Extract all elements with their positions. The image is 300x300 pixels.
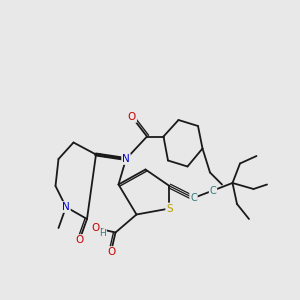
Text: O: O [75, 235, 84, 245]
Text: S: S [166, 203, 173, 214]
Text: N: N [62, 202, 70, 212]
Text: O: O [92, 223, 100, 233]
Text: C: C [210, 185, 216, 196]
Text: N: N [122, 154, 130, 164]
Text: H: H [100, 230, 106, 238]
Text: O: O [107, 247, 115, 257]
Text: O: O [128, 112, 136, 122]
Text: C: C [190, 193, 197, 203]
